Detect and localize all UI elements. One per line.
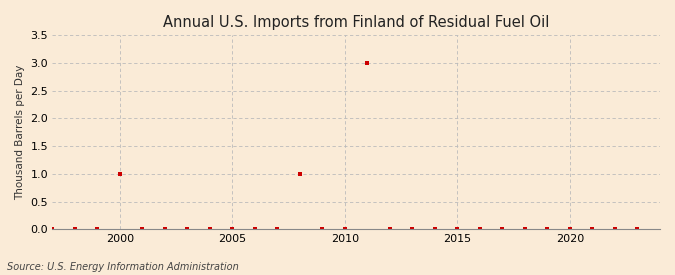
Text: Source: U.S. Energy Information Administration: Source: U.S. Energy Information Administ… xyxy=(7,262,238,272)
Y-axis label: Thousand Barrels per Day: Thousand Barrels per Day xyxy=(15,65,25,200)
Title: Annual U.S. Imports from Finland of Residual Fuel Oil: Annual U.S. Imports from Finland of Resi… xyxy=(163,15,549,30)
